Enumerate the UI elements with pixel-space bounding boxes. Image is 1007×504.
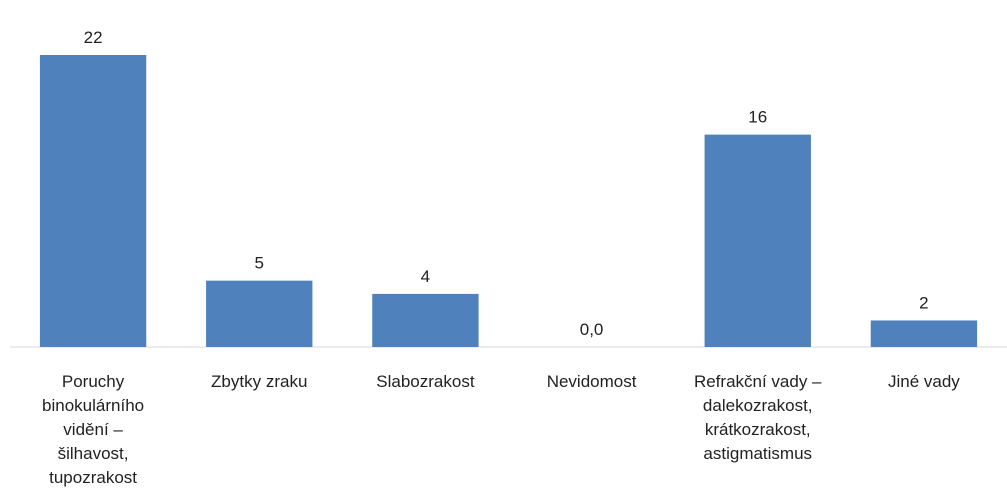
data-label: 16 [748, 108, 767, 127]
data-label: 4 [421, 267, 430, 286]
bar [372, 293, 479, 347]
x-tick-label: Slabozrakost [376, 372, 475, 391]
bar [206, 280, 313, 347]
x-tick-label: Zbytky zraku [211, 372, 308, 391]
data-label: 5 [255, 254, 264, 273]
x-tick-label: Nevidomost [546, 372, 637, 391]
bar [39, 55, 147, 347]
bar [870, 320, 978, 347]
data-label: 22 [84, 28, 103, 47]
bar [704, 134, 811, 347]
data-label: 2 [919, 293, 928, 312]
x-tick-label: Poruchy binokulárního vidění – šilhavost… [42, 372, 145, 487]
x-tick-label: Refrakční vady – dalekozrakost, krátkozr… [693, 372, 822, 463]
data-label: 0,0 [580, 320, 604, 339]
x-tick-label: Jiné vady [887, 372, 960, 391]
